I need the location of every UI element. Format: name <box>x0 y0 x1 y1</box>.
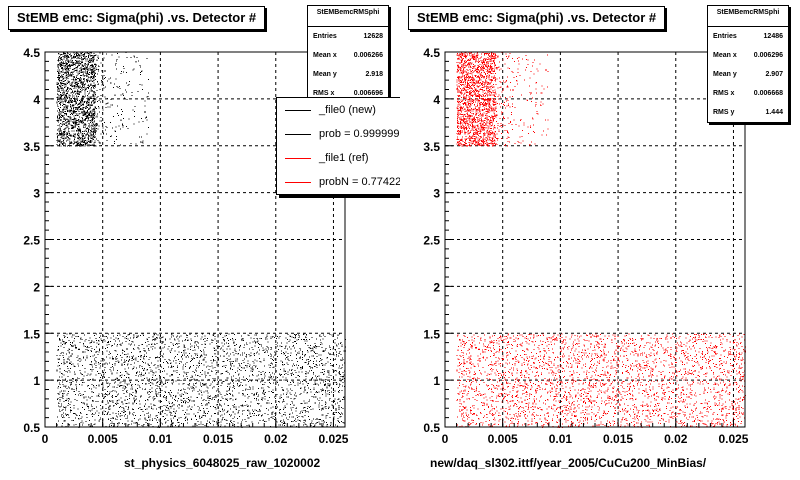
x-tick-label: 0.005 <box>488 432 518 446</box>
right-stats-row: RMS y 1.444 <box>708 103 788 122</box>
y-tick-label: 2 <box>33 280 40 294</box>
stats-label: Mean y <box>713 71 737 78</box>
legend-label: prob = 0.999999 <box>319 128 400 140</box>
stats-value: 2.918 <box>365 71 383 78</box>
right-stats-row: RMS x 0.006668 <box>708 84 788 103</box>
x-tick-label: 0.015 <box>603 432 633 446</box>
legend-label: _file1 (ref) <box>319 152 369 164</box>
y-tick-label: 4 <box>33 93 40 107</box>
y-tick-label: 2 <box>433 280 440 294</box>
left-stats-row: Entries 12628 <box>308 27 388 46</box>
x-tick-label: 0.01 <box>549 432 573 446</box>
left-legend: _file0 (new) prob = 0.999999 _file1 (ref… <box>276 97 400 195</box>
right-chart-panel: 0.5 1 1.5 2 2.5 3 3.5 4 4.5 0 0.005 0.01 0.015 0.02 0.… <box>400 0 800 480</box>
y-tick-label: 0.5 <box>23 421 40 435</box>
x-tick-label: 0.02 <box>264 432 288 446</box>
stats-value: 12486 <box>763 33 783 40</box>
left-chart-title: StEMB emc: Sigma(phi) .vs. Detector # <box>8 6 266 30</box>
left-chart-panel: 0.5 1 1.5 2 2.5 3 3.5 4 4.5 0 0.005 0.01 0.015 0.02 0.… <box>8 5 400 470</box>
stats-label: RMS x <box>713 90 735 97</box>
y-tick-label: 1.5 <box>23 327 40 341</box>
stats-value: 0.006266 <box>353 52 383 59</box>
stats-label: RMS y <box>713 109 735 116</box>
legend-entry: prob = 0.999999 <box>277 122 400 146</box>
stats-label: RMS x <box>313 90 335 97</box>
x-tick-label: 0.005 <box>88 432 118 446</box>
right-x-axis-label: new/daq_sl302.ittf/year_2005/CuCu200_Min… <box>430 456 707 470</box>
stats-value: 0.006296 <box>753 52 783 59</box>
stats-value: 1.444 <box>765 109 783 116</box>
y-tick-label: 3 <box>33 187 40 201</box>
x-tick-label: 0.025 <box>718 432 748 446</box>
y-tick-label: 3.5 <box>23 140 40 154</box>
x-tick-label: 0.025 <box>318 432 348 446</box>
y-tick-label: 3 <box>433 187 440 201</box>
x-tick-label: 0.02 <box>664 432 688 446</box>
y-tick-label: 1 <box>33 374 40 388</box>
legend-line <box>285 182 311 183</box>
scatter-points <box>456 333 746 428</box>
legend-line <box>285 134 311 135</box>
y-tick-label: 4 <box>433 93 440 107</box>
x-tick-label: 0.01 <box>149 432 173 446</box>
legend-line <box>285 158 311 159</box>
y-tick-label: 1.5 <box>423 327 440 341</box>
stats-label: Mean x <box>313 52 337 59</box>
stats-value: 2.907 <box>765 71 783 78</box>
y-tick-label: 2.5 <box>423 234 440 248</box>
legend-entry: _file1 (ref) <box>277 146 400 170</box>
stats-value: 12628 <box>363 33 383 40</box>
right-chart-title: StEMB emc: Sigma(phi) .vs. Detector # <box>408 6 666 30</box>
y-tick-label: 3.5 <box>423 140 440 154</box>
right-stats-row: Entries 12486 <box>708 27 788 46</box>
right-stats-row: Mean x 0.006296 <box>708 46 788 65</box>
scatter-points <box>56 52 96 147</box>
right-stats-box: StEMBemcRMSphi Entries 12486 Mean x 0.0062… <box>707 5 789 123</box>
y-tick-label: 4.5 <box>23 46 40 60</box>
legend-label: _file0 (new) <box>319 104 376 116</box>
left-stats-row: Mean y 2.918 <box>308 65 388 84</box>
left-x-axis-label: st_physics_6048025_raw_1020002 <box>124 456 321 470</box>
x-tick-label: 0 <box>42 432 49 446</box>
stats-label: Entries <box>313 33 337 40</box>
right-stats-row: Mean y 2.907 <box>708 65 788 84</box>
right-stats-name: StEMBemcRMSphi <box>708 6 788 27</box>
scatter-points <box>56 333 346 428</box>
scatter-points <box>456 52 496 147</box>
y-tick-label: 4.5 <box>423 46 440 60</box>
legend-label: probN = 0.774226 <box>319 176 400 188</box>
left-stats-row: Mean x 0.006266 <box>308 46 388 65</box>
y-tick-label: 0.5 <box>423 421 440 435</box>
stats-label: Entries <box>713 33 737 40</box>
stats-value: 0.006696 <box>353 90 383 97</box>
stats-label: Mean x <box>713 52 737 59</box>
legend-line <box>285 110 311 111</box>
legend-entry: _file0 (new) <box>277 98 400 122</box>
x-tick-label: 0.015 <box>203 432 233 446</box>
left-chart-plot: 0.5 1 1.5 2 2.5 3 3.5 4 4.5 0 0.005 0.01 0.015 0.02 0.… <box>23 46 348 446</box>
y-tick-label: 1 <box>433 374 440 388</box>
stats-value: 0.006668 <box>753 90 783 97</box>
left-stats-name: StEMBemcRMSphi <box>308 6 388 27</box>
right-chart-plot: 0.5 1 1.5 2 2.5 3 3.5 4 4.5 0 0.005 0.01 0.015 0.02 0.… <box>423 46 748 446</box>
y-tick-label: 2.5 <box>23 234 40 248</box>
left-stats-row: RMS x 0.006696 <box>308 84 388 103</box>
x-tick-label: 0 <box>442 432 449 446</box>
left-stats-box: StEMBemcRMSphi Entries 12628 Mean x 0.0062… <box>307 5 389 104</box>
legend-entry: probN = 0.774226 <box>277 170 400 194</box>
stats-label: Mean y <box>313 71 337 78</box>
